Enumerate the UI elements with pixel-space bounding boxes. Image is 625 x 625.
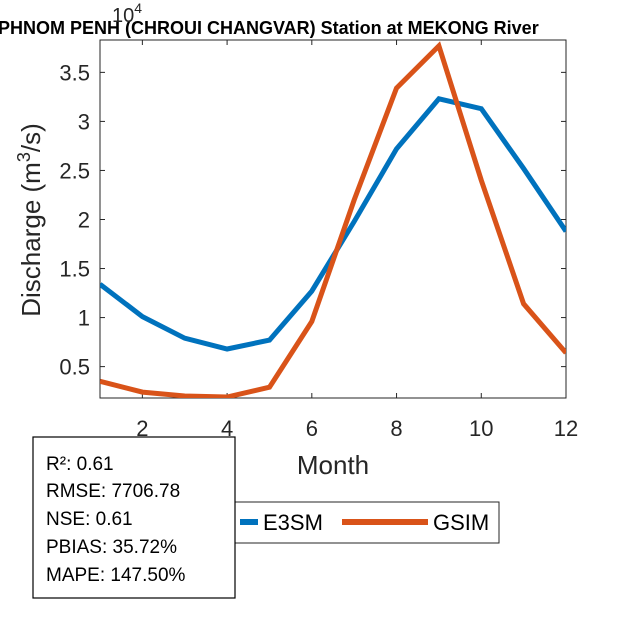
chart-title: PHNOM PENH (CHROUI CHANGVAR) Station at … xyxy=(0,18,539,38)
y-tick-label: 1.5 xyxy=(59,257,90,282)
x-tick-label: 2 xyxy=(136,416,148,441)
x-tick-label: 4 xyxy=(221,416,233,441)
x-tick-label: 6 xyxy=(306,416,318,441)
x-tick-label: 8 xyxy=(390,416,402,441)
x-tick-label: 12 xyxy=(554,416,578,441)
series-lines xyxy=(100,41,566,398)
y-axis-ticks: 0.5 1 1.5 2 2.5 3 3.5 xyxy=(59,60,566,380)
stat-r2: R²: 0.61 xyxy=(46,454,114,475)
y-tick-label: 3.5 xyxy=(59,60,90,85)
legend-label-e3sm: E3SM xyxy=(263,510,323,535)
y-tick-label: 3 xyxy=(78,109,90,134)
y-exponent-label: 104 xyxy=(112,0,142,27)
x-axis-label: Month xyxy=(297,450,369,480)
series-line-gsim xyxy=(100,41,566,398)
legend: E3SM GSIM xyxy=(234,501,500,544)
stats-box: R²: 0.61 RMSE: 7706.78 NSE: 0.61 PBIAS: … xyxy=(32,436,236,599)
y-tick-label: 2.5 xyxy=(59,158,90,183)
y-axis-label: Discharge (m3/s) xyxy=(14,123,46,317)
x-tick-label: 10 xyxy=(469,416,493,441)
y-tick-label: 2 xyxy=(78,207,90,232)
stat-mape: MAPE: 147.50% xyxy=(46,565,186,586)
stat-nse: NSE: 0.61 xyxy=(46,509,133,530)
x-axis-ticks: 2 4 6 8 10 12 xyxy=(136,40,578,441)
stat-rmse: RMSE: 7706.78 xyxy=(46,481,180,502)
stats-box-border xyxy=(32,436,236,599)
stat-pbias: PBIAS: 35.72% xyxy=(46,537,177,558)
y-tick-label: 1 xyxy=(78,306,90,331)
legend-label-gsim: GSIM xyxy=(433,510,489,535)
y-tick-label: 0.5 xyxy=(59,355,90,380)
